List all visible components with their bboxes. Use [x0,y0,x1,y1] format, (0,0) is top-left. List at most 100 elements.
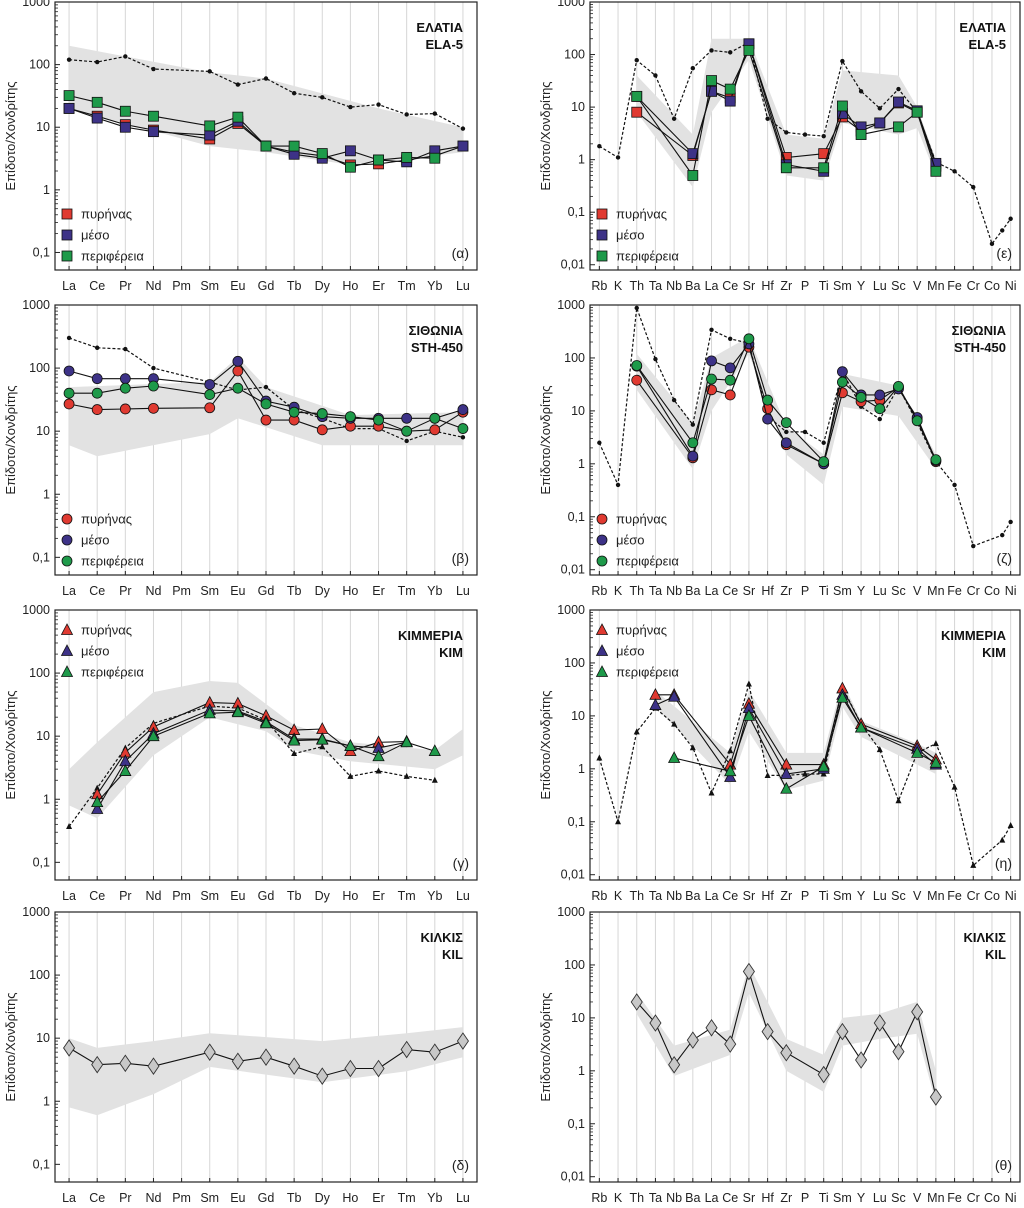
y-tick-label: 10 [571,709,585,723]
x-tick-label-Ho: Ho [342,1191,358,1205]
data-point [260,140,272,152]
reference-point [1008,519,1013,525]
panel-label: (ζ) [997,550,1013,566]
data-point [428,744,441,756]
reference-point [653,73,658,78]
panel-title-line: ΕΛΑΤΙΑ [416,20,463,35]
x-tick-label-Lu: Lu [456,279,470,293]
data-point [344,161,356,173]
data-point [457,140,469,152]
x-tick-label-Sc: Sc [891,889,906,903]
reference-point [971,543,976,549]
x-tick-label-Ti: Ti [819,279,829,293]
x-tick-label-Sc: Sc [891,279,906,293]
y-axis-label: Επίδοτο/Χονδρίτης [3,690,18,799]
panel-title-line: ΚΙΛΚΙΣ [421,930,464,945]
x-tick-label-Sm: Sm [833,1191,852,1205]
data-point [668,1055,681,1074]
data-point [401,425,413,437]
data-point [873,1014,886,1032]
legend-label: περιφέρεια [81,554,144,569]
legend-marker [596,555,608,567]
reference-point [764,771,771,778]
x-tick-label-Ba: Ba [685,889,700,903]
legend-label: πυρήνας [81,207,132,222]
data-point [649,698,662,710]
reference-point [765,116,770,121]
data-point [204,379,216,390]
data-point [855,1051,868,1069]
panel-title-line: STH-450 [411,340,463,355]
x-tick-label-Er: Er [372,279,385,293]
data-point [232,355,244,367]
x-tick-label-V: V [913,1191,922,1205]
envelope-field [655,681,936,790]
panel-title-line: ELA-5 [968,37,1006,52]
x-tick-label-Co: Co [984,1191,1000,1205]
panel-title-line: ΚΙΜ [982,645,1006,660]
x-tick-label-K: K [614,1191,623,1205]
x-tick-label-Dy: Dy [315,279,331,293]
x-tick-label-V: V [913,889,922,903]
x-tick-label-Ni: Ni [1005,1191,1017,1205]
x-tick-label-Ba: Ba [685,1191,700,1205]
reference-point [633,728,640,735]
y-tick-label: 10 [36,120,50,134]
x-tick-label-Th: Th [629,889,644,903]
data-point [817,1065,830,1084]
x-tick-label-Sm: Sm [200,1191,219,1205]
x-tick-label-Fe: Fe [947,889,962,903]
x-tick-label-Fe: Fe [947,584,962,598]
panel-d: 0,1 1 10 100 1000 La Ce Pr Nd Pm Sm Eu Gd Tb Dy Ho Er Tm Y… [3,905,478,1205]
data-point [818,162,830,174]
data-point [287,733,301,746]
series-line-μέσο [655,693,937,779]
reference-point [347,772,354,779]
panel-e: 0,01 0,1 1 10 100 1000 Rb K Th Ta Nb Ba La Ce Sr Hf Zr P T… [538,0,1021,293]
x-tick-label-Hf: Hf [761,1191,774,1205]
legend-marker [61,513,73,525]
x-tick-label-Co: Co [984,279,1000,293]
data-point [119,105,131,117]
x-tick-label-Yb: Yb [427,1191,442,1205]
reference-point [802,429,808,435]
reference-point [291,750,298,757]
y-tick-label: 100 [564,958,585,972]
reference-point [708,789,715,796]
data-point [911,746,924,758]
legend-marker [596,229,608,241]
y-tick-label: 0,1 [33,550,50,564]
data-point [91,96,103,108]
reference-point [802,770,808,777]
x-tick-label-Nb: Nb [666,1191,682,1205]
x-tick-label-Tm: Tm [398,1191,416,1205]
reference-point [784,429,789,435]
x-tick-label-La: La [705,889,719,903]
reference-point [291,90,297,96]
legend-label: πυρήνας [616,207,667,222]
y-tick-label: 1000 [22,0,50,9]
data-point [724,83,736,95]
reference-point [1000,532,1005,538]
legend-marker [61,229,73,241]
panel-title-line: ELA-5 [425,37,463,52]
x-tick-label-Tb: Tb [287,279,302,293]
x-tick-label-Gd: Gd [258,584,275,598]
reference-point [95,59,100,65]
x-tick-label-Ce: Ce [722,1191,738,1205]
data-point [316,732,329,745]
reference-point [404,112,409,117]
data-point [232,111,244,123]
panel-label: (η) [995,855,1012,871]
data-point [780,781,793,794]
data-point [91,112,103,124]
panel-title-line: ΚΙΛΚΙΣ [964,930,1007,945]
reference-point [66,335,72,341]
data-point [817,759,830,772]
x-tick-label-Nb: Nb [666,584,682,598]
y-tick-label: 10 [36,424,50,438]
legend-label: μέσο [616,533,645,548]
data-point [706,373,717,385]
panel-h: 0,01 0,1 1 10 100 1000 Rb K Th Ta Nb Ba La Ce Sr Hf Zr P T… [538,603,1021,903]
reference-point [207,69,212,74]
